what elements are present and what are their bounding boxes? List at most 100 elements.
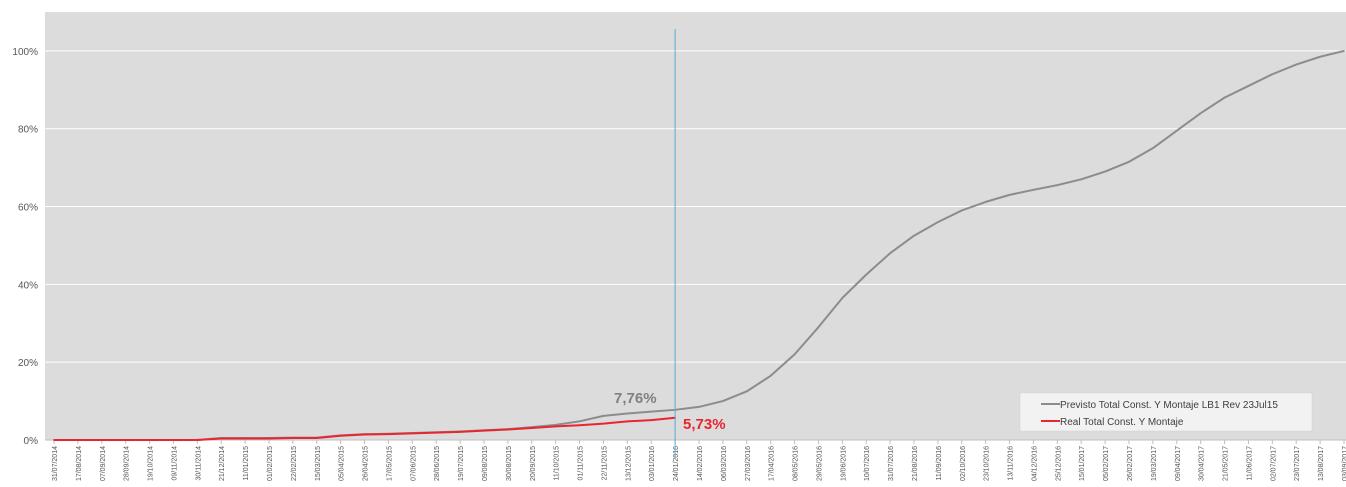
x-tick-label: 28/09/2014	[124, 446, 131, 481]
data-point-forecast	[554, 424, 557, 426]
x-tick-label: 05/04/2015	[339, 446, 346, 481]
data-point-actual	[602, 422, 605, 425]
x-tick-label: 31/07/2014	[52, 446, 59, 481]
data-point-actual	[148, 439, 151, 441]
data-point-actual	[268, 437, 270, 440]
data-point-actual	[459, 431, 461, 433]
data-point-actual	[530, 427, 533, 429]
x-tick-label: 14/02/2016	[697, 446, 704, 481]
x-tick-label: 09/11/2014	[171, 446, 178, 481]
data-point-forecast	[1319, 55, 1321, 58]
data-point-forecast	[865, 273, 868, 276]
x-tick-label: 02/07/2017	[1270, 446, 1277, 481]
y-tick-label: 40%	[18, 280, 38, 291]
x-tick-label: 15/03/2015	[315, 446, 322, 481]
data-point-actual	[483, 429, 485, 432]
series-lines	[53, 49, 1345, 441]
data-point-actual	[435, 431, 438, 434]
data-point-actual	[77, 439, 79, 441]
gridlines	[45, 50, 1346, 441]
data-point-forecast	[817, 326, 820, 328]
y-tick-label: 0%	[24, 436, 39, 447]
data-point-forecast	[937, 221, 939, 223]
x-tick-label: 19/06/2016	[840, 446, 847, 481]
x-tick-label: 30/11/2014	[195, 446, 202, 481]
data-point-forecast	[1175, 129, 1178, 132]
data-point-actual	[387, 433, 390, 435]
data-point-forecast	[1247, 85, 1250, 87]
x-tick-label: 31/07/2016	[888, 446, 895, 481]
x-tick-label: 13/12/2015	[625, 446, 632, 481]
x-tick-label: 20/09/2015	[530, 446, 537, 481]
data-point-forecast	[602, 415, 605, 417]
data-point-actual	[339, 434, 342, 437]
data-point-forecast	[1152, 147, 1154, 149]
x-tick-label: 30/08/2015	[506, 446, 513, 481]
x-tick-label: 13/08/2017	[1318, 446, 1325, 481]
x-tick-label: 11/09/2016	[936, 446, 943, 481]
data-point-forecast	[793, 353, 796, 356]
data-point-actual	[363, 433, 366, 436]
data-point-forecast	[1104, 170, 1106, 173]
data-point-actual	[220, 437, 223, 440]
data-point-forecast	[650, 410, 653, 413]
y-tick-label: 100%	[12, 47, 38, 58]
data-point-actual	[172, 439, 175, 441]
x-tick-label: 06/03/2016	[721, 446, 728, 481]
x-tick-label: 08/05/2016	[793, 446, 800, 481]
data-point-actual	[315, 437, 318, 439]
x-tick-label: 01/02/2015	[267, 446, 274, 481]
x-tick-label: 03/01/2016	[649, 446, 656, 481]
y-axis-ticks: 0% 20% 40% 60% 80% 100%	[12, 47, 38, 447]
data-point-actual	[507, 428, 509, 431]
data-point-forecast	[1080, 178, 1083, 181]
x-tick-label: 24/01/2016	[673, 446, 680, 481]
x-tick-label: 09/08/2015	[482, 446, 489, 481]
data-point-actual	[554, 425, 557, 428]
y-tick-label: 20%	[18, 358, 38, 369]
legend-label-actual: Real Total Const. Y Montaje	[1060, 417, 1184, 428]
x-tick-label: 11/10/2015	[554, 446, 561, 481]
x-tick-label: 21/08/2016	[912, 446, 919, 481]
x-tick-label: 15/01/2017	[1079, 446, 1086, 481]
actual-value-label: 5,73%	[683, 416, 726, 433]
x-tick-label: 30/04/2017	[1199, 446, 1206, 481]
x-tick-label: 07/09/2014	[100, 446, 107, 481]
data-point-forecast	[722, 400, 724, 402]
data-point-actual	[100, 439, 103, 441]
x-tick-label: 23/10/2016	[984, 446, 991, 481]
data-point-forecast	[1056, 184, 1059, 186]
data-point-forecast	[889, 252, 891, 255]
legend-label-forecast: Previsto Total Const. Y Montaje LB1 Rev …	[1060, 400, 1278, 411]
plot-area	[45, 12, 1346, 440]
data-point-forecast	[1128, 161, 1130, 163]
data-point-forecast	[1343, 50, 1345, 52]
x-tick-label: 17/08/2014	[76, 446, 83, 481]
x-tick-label: 09/04/2017	[1175, 446, 1182, 481]
x-tick-label: 21/05/2017	[1223, 446, 1230, 481]
x-tick-label: 02/10/2016	[960, 446, 967, 481]
x-tick-label: 11/06/2017	[1246, 446, 1253, 481]
data-point-forecast	[698, 406, 700, 408]
data-point-forecast	[745, 390, 748, 393]
data-point-forecast	[1223, 96, 1226, 99]
legend-box	[1019, 392, 1313, 432]
data-point-forecast	[960, 209, 963, 212]
data-point-actual	[578, 424, 581, 427]
x-tick-label: 17/05/2015	[386, 446, 393, 481]
x-tick-label: 19/10/2014	[148, 446, 155, 481]
data-point-forecast	[1199, 112, 1202, 114]
x-axis-ticks: 31/07/2014 17/08/2014 07/09/2014 28/09/2014…	[52, 440, 1346, 481]
data-point-actual	[124, 439, 127, 441]
x-tick-label: 29/05/2016	[816, 446, 823, 481]
x-tick-label: 13/11/2016	[1008, 446, 1015, 481]
x-tick-label: 28/06/2015	[434, 446, 441, 481]
data-point-forecast	[626, 412, 629, 415]
x-tick-label: 07/06/2015	[410, 446, 417, 481]
y-tick-label: 60%	[18, 203, 38, 214]
x-tick-label: 19/07/2015	[458, 446, 465, 481]
x-tick-label: 22/02/2015	[291, 446, 298, 481]
x-tick-label: 23/07/2017	[1294, 446, 1301, 481]
